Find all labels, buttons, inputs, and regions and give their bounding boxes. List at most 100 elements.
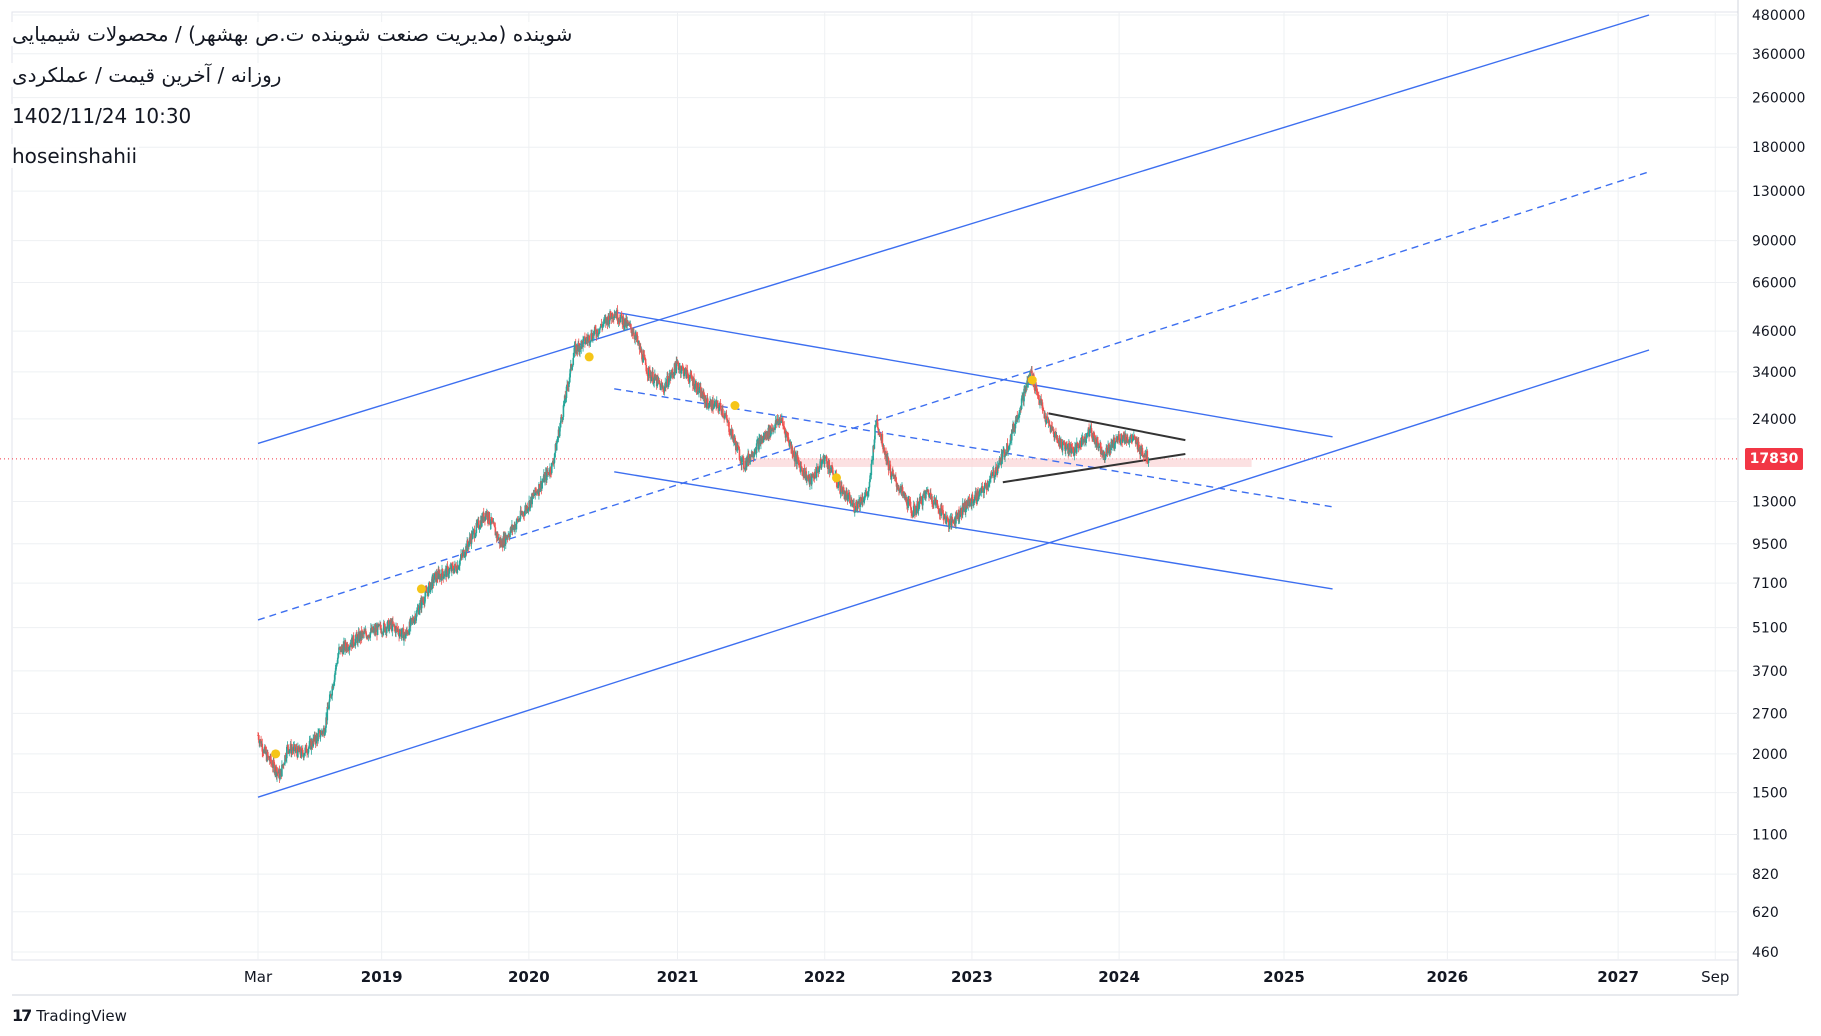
candle-body bbox=[401, 628, 403, 634]
y-tick-label: 3700 bbox=[1752, 664, 1788, 680]
candle-body bbox=[458, 560, 461, 566]
candle-body bbox=[408, 621, 411, 635]
candle-body bbox=[831, 465, 833, 468]
candle-body bbox=[995, 466, 998, 473]
candle-body bbox=[949, 520, 951, 526]
candle-body bbox=[742, 456, 744, 459]
candle-body bbox=[602, 323, 605, 325]
candle-body bbox=[268, 756, 270, 760]
candle-body bbox=[1064, 444, 1067, 452]
candle-body bbox=[977, 490, 979, 499]
candle-body bbox=[853, 511, 856, 513]
candle-body bbox=[865, 491, 868, 494]
candle-body bbox=[819, 465, 821, 469]
candle-body bbox=[871, 460, 873, 464]
trendline-channel-lower bbox=[257, 349, 1650, 798]
candle-body bbox=[611, 313, 614, 319]
candle-body bbox=[357, 634, 359, 643]
candle-body bbox=[1107, 444, 1110, 447]
candle-body bbox=[984, 482, 987, 485]
candle-body bbox=[861, 497, 864, 502]
x-tick-label: 2026 bbox=[1427, 968, 1469, 986]
candle-body bbox=[1092, 432, 1095, 441]
candle-body bbox=[787, 436, 789, 438]
tradingview-logo[interactable]: 𝟭𝟳 TradingView bbox=[12, 1006, 127, 1025]
candle-body bbox=[330, 695, 333, 697]
candle-body bbox=[738, 446, 740, 450]
candle-body bbox=[862, 500, 865, 502]
candle-body bbox=[587, 337, 589, 341]
event-marker bbox=[416, 584, 426, 594]
plot-frame bbox=[11, 11, 1739, 961]
candle-body bbox=[950, 517, 953, 527]
y-tick-label: 24000 bbox=[1752, 412, 1797, 428]
candle-body bbox=[501, 540, 503, 547]
candle-body bbox=[969, 500, 971, 506]
candle-body bbox=[297, 746, 300, 751]
candle-body bbox=[452, 565, 454, 571]
candle-body bbox=[1087, 432, 1089, 434]
candle-body bbox=[1006, 443, 1009, 453]
candle-body bbox=[504, 535, 507, 545]
x-tick-label: 2021 bbox=[657, 968, 699, 986]
candle-body bbox=[933, 499, 935, 505]
candle-body bbox=[660, 383, 663, 385]
candle-body bbox=[830, 465, 833, 473]
candle-body bbox=[472, 530, 475, 532]
candle-body bbox=[1063, 444, 1066, 446]
y-tick-label: 2000 bbox=[1752, 747, 1788, 763]
candle-body bbox=[562, 416, 564, 420]
candle-body bbox=[1049, 425, 1051, 427]
candle-body bbox=[985, 484, 987, 489]
candle-body bbox=[413, 618, 416, 624]
candle-body bbox=[738, 449, 741, 460]
candle-body bbox=[964, 501, 966, 513]
candle-body bbox=[1004, 455, 1006, 458]
candle-body bbox=[715, 401, 718, 408]
candle-body bbox=[732, 436, 735, 442]
event-marker bbox=[730, 401, 740, 411]
candle-body bbox=[320, 731, 322, 736]
candle-body bbox=[592, 332, 594, 341]
candle-body bbox=[783, 426, 786, 430]
candle-body bbox=[448, 568, 451, 574]
candle-body bbox=[590, 333, 593, 339]
candle-body bbox=[432, 576, 435, 583]
candle-body bbox=[910, 507, 912, 514]
candle-body bbox=[912, 516, 914, 517]
candle-body bbox=[852, 503, 854, 506]
candle-body bbox=[798, 463, 801, 465]
candle-body bbox=[548, 474, 551, 476]
candle-body bbox=[875, 421, 878, 426]
candle-body bbox=[973, 499, 976, 502]
candle-body bbox=[998, 462, 1000, 468]
candle-body bbox=[945, 520, 947, 523]
candle-body bbox=[372, 629, 375, 632]
candle-body bbox=[486, 511, 489, 520]
candle-body bbox=[276, 771, 279, 773]
candle-body bbox=[1095, 439, 1097, 443]
candle-body bbox=[295, 748, 298, 753]
candle-body bbox=[564, 395, 567, 400]
candle-body bbox=[517, 519, 520, 522]
candle-body bbox=[468, 542, 470, 547]
candle-body bbox=[535, 487, 537, 493]
candle-body bbox=[1057, 442, 1060, 444]
candle-body bbox=[917, 508, 920, 511]
candle-body bbox=[382, 632, 384, 635]
candle-body bbox=[671, 372, 674, 376]
candle-body bbox=[876, 419, 879, 428]
candle-body bbox=[839, 481, 841, 494]
candle-body bbox=[549, 467, 552, 473]
candle-body bbox=[1079, 440, 1082, 447]
candle-body bbox=[1007, 450, 1009, 453]
candle-body bbox=[1069, 450, 1071, 453]
candle-body bbox=[946, 516, 949, 518]
candle-body bbox=[584, 336, 586, 344]
candle-body bbox=[680, 370, 682, 374]
candle-body bbox=[1077, 444, 1080, 448]
candle-body bbox=[1004, 452, 1007, 456]
y-tick-label: 13000 bbox=[1752, 495, 1797, 511]
candle-body bbox=[527, 509, 529, 512]
